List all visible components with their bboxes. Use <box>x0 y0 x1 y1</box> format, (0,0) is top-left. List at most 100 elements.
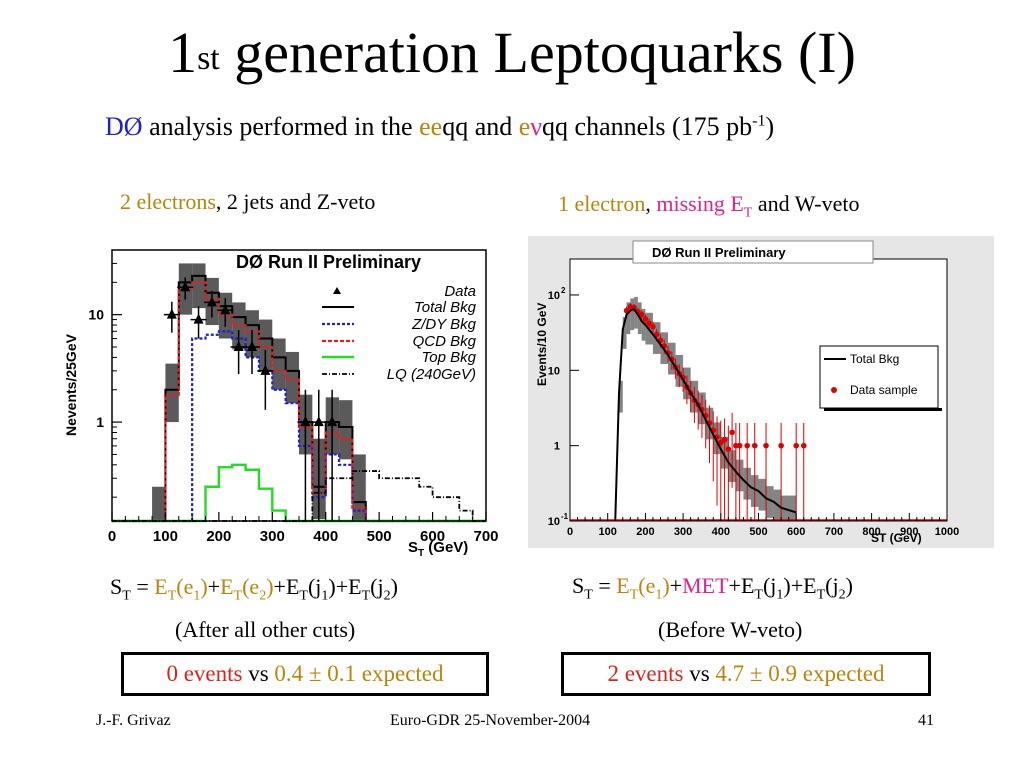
legend-label: LQ (240GeV) <box>387 366 476 383</box>
right-note: (Before W-veto) <box>658 617 803 642</box>
subtitle-text: qq and <box>442 112 519 141</box>
right-label-sub: T <box>743 205 753 221</box>
y-tick-exponent: -1 <box>561 512 569 521</box>
formula-part: S <box>572 573 585 598</box>
formula-part: (e <box>242 574 260 599</box>
left-label-colored: 2 electrons <box>120 189 216 214</box>
right-result-box: 2 events vs 4.7 ± 0.9 expected <box>561 652 931 696</box>
y-tick-label: 1 <box>96 414 104 430</box>
x-tick-label: 100 <box>153 528 178 545</box>
formula-sub: T <box>584 587 593 603</box>
legend-label: Data sample <box>850 383 918 397</box>
formula-part: E <box>154 574 168 599</box>
subtitle-ee: ee <box>419 112 443 141</box>
title-sup: st <box>197 40 220 77</box>
x-tick-label: 200 <box>206 528 231 545</box>
bkg-band-bin <box>622 317 627 349</box>
legend-label: Data <box>444 283 476 300</box>
data-point <box>800 442 807 449</box>
left-result-box: 0 events vs 0.4 ± 0.1 expected <box>121 652 489 696</box>
left-observed-events: 0 events <box>166 661 243 686</box>
formula-part: = <box>130 574 155 599</box>
subtitle-text: analysis performed in the <box>142 112 420 141</box>
data-point <box>653 331 660 338</box>
data-point <box>300 416 311 427</box>
legend-data-marker <box>831 387 837 393</box>
x-tick-label: 500 <box>749 526 767 538</box>
formula-sub: T <box>754 587 763 603</box>
left-st-histogram: 0 100 200 300 400 500 600 700 1 10 DØ Run II Prel… <box>60 236 505 556</box>
y-tick-label: 10 <box>88 307 104 323</box>
legend-data-marker <box>333 287 341 294</box>
left-axes: 0 100 200 300 400 500 600 700 1 10 <box>88 262 499 545</box>
left-expected-events: 0.4 ± 0.1 expected <box>274 661 444 686</box>
formula-sub: 1 <box>321 588 329 604</box>
formula-part: ) <box>390 574 398 599</box>
y-tick-label: 10 <box>548 365 560 377</box>
formula-part: +E <box>790 573 817 598</box>
formula-sub: T <box>816 587 826 603</box>
right-plot-title: DØ Run II Preliminary <box>652 245 786 260</box>
legend-shadow <box>824 408 942 411</box>
x-tick-label: 400 <box>313 528 338 545</box>
bkg-error-bin <box>152 486 166 521</box>
data-point <box>638 311 645 318</box>
left-plot-ylabel: Nevents/25GeV <box>63 333 79 436</box>
data-point <box>220 304 231 315</box>
formula-part: + <box>207 574 221 599</box>
formula-part: ) <box>845 573 853 598</box>
legend-label: Top Bkg <box>422 349 477 366</box>
left-xlabel-main: S <box>408 539 418 556</box>
subtitle-text: ) <box>765 112 775 141</box>
left-xlabel-sub: T <box>418 548 424 556</box>
y-tick-label: 10 <box>548 290 560 302</box>
x-tick-label: 700 <box>473 528 498 545</box>
formula-sub: 2 <box>383 588 391 604</box>
footer-author: J.-F. Grivaz <box>96 712 171 729</box>
left-st-formula: ST = ET(e1)+ET(e2)+ET(j1)+ET(j2) <box>110 574 398 604</box>
formula-part: ) <box>266 574 274 599</box>
data-point <box>729 429 735 436</box>
data-point <box>763 442 769 449</box>
data-point <box>793 442 799 449</box>
formula-part: +E <box>335 574 362 599</box>
formula-sub: T <box>299 588 308 604</box>
right-label-rest: and W-veto <box>752 191 860 216</box>
right-label-comma: , <box>645 191 657 216</box>
right-label-colored1: 1 electron <box>558 191 646 216</box>
legend-label: Total Bkg <box>414 299 477 316</box>
formula-part: (e <box>638 573 656 598</box>
legend-label: Z/DY Bkg <box>411 316 477 333</box>
formula-part: E <box>220 574 234 599</box>
x-tick-label: 600 <box>787 526 805 538</box>
formula-part: + <box>669 573 683 598</box>
bkg-band-bin <box>626 302 631 335</box>
slide-title: 1st generation Leptoquarks (I) <box>0 18 1024 88</box>
left-vs: vs <box>242 661 275 686</box>
formula-sub: T <box>122 588 131 604</box>
formula-part: +E <box>273 574 300 599</box>
total-bkg-line <box>614 307 797 522</box>
legend-label: QCD Bkg <box>413 333 477 350</box>
formula-sub: 2 <box>838 587 846 603</box>
subtitle-d0: DØ <box>105 112 143 141</box>
left-plot-xlabel: ST (GeV) <box>408 539 468 556</box>
left-plot-title: DØ Run II Preliminary <box>236 252 421 272</box>
left-panel-label: 2 electrons, 2 jets and Z-veto <box>120 189 375 215</box>
bkg-band-bin <box>630 298 635 331</box>
legend-box <box>819 345 939 409</box>
footer-event: Euro-GDR 25-November-2004 <box>390 712 591 729</box>
right-st-formula: ST = ET(e1)+MET+ET(j1)+ET(j2) <box>572 573 853 603</box>
left-label-rest: , 2 jets and Z-veto <box>215 189 376 214</box>
x-tick-label: 400 <box>712 526 730 538</box>
right-expected-events: 4.7 ± 0.9 expected <box>715 661 885 686</box>
bkg-error-bin <box>258 319 273 371</box>
formula-part: (j <box>370 574 384 599</box>
data-point <box>180 281 191 292</box>
footer-page-number: 41 <box>918 712 934 729</box>
formula-sub: T <box>167 588 177 604</box>
formula-part: (j <box>825 573 839 598</box>
x-tick-label: 1000 <box>935 526 959 538</box>
formula-sub: 2 <box>259 588 267 604</box>
title-main: 1 <box>168 20 198 85</box>
